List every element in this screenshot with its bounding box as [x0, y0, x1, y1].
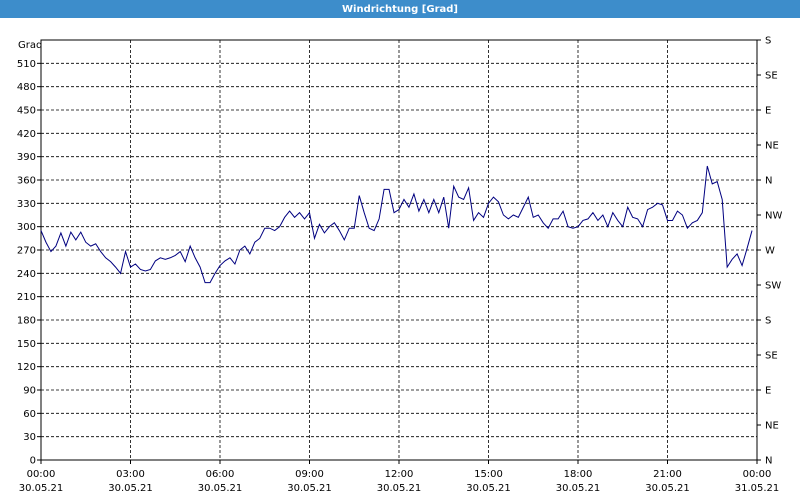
- y2-tick-label: SW: [765, 281, 781, 292]
- title-bar: [0, 0, 800, 18]
- y2-tick-label: SE: [765, 351, 778, 362]
- y-tick-label: 30: [23, 432, 36, 443]
- y2-tick-label: SE: [765, 71, 778, 82]
- y2-tick-label: NE: [765, 421, 779, 432]
- y-tick-label: 120: [17, 362, 36, 373]
- y-tick-label: 60: [23, 409, 36, 420]
- y-tick-label: 390: [17, 152, 36, 163]
- x-tick-label: 00:00 30.05.21: [19, 469, 64, 494]
- y-tick-label: 450: [17, 106, 36, 117]
- y-tick-label: 510: [17, 59, 36, 70]
- y-tick-label: 330: [17, 199, 36, 210]
- y-tick-label: 300: [17, 222, 36, 233]
- y2-tick-label: W: [765, 246, 775, 257]
- y-tick-label: 150: [17, 339, 36, 350]
- y2-tick-label: NW: [765, 211, 782, 222]
- y-tick-label: 420: [17, 129, 36, 140]
- y2-tick-label: N: [765, 456, 772, 467]
- y-tick-label: 90: [23, 386, 36, 397]
- y2-tick-label: NE: [765, 141, 779, 152]
- x-tick-label: 12:00 30.05.21: [377, 469, 422, 494]
- y-tick-label: 480: [17, 82, 36, 93]
- x-tick-label: 09:00 30.05.21: [287, 469, 332, 494]
- y2-tick-label: S: [765, 316, 771, 327]
- y-tick-label: 180: [17, 316, 36, 327]
- x-tick-label: 03:00 30.05.21: [108, 469, 153, 494]
- y2-tick-label: N: [765, 176, 772, 187]
- y-tick-label: 0: [30, 456, 36, 467]
- data-line: [40, 165, 753, 284]
- y2-tick-label: E: [765, 386, 771, 397]
- x-tick-label: 18:00 30.05.21: [556, 469, 601, 494]
- y2-tick-label: S: [765, 36, 771, 47]
- x-tick-label: 00:00 31.05.21: [735, 469, 780, 494]
- plot: 0 30 60 90 120 150 180 210 240 270 300 330 360 390 420…: [17, 36, 783, 495]
- y2-tick-label: E: [765, 106, 771, 117]
- y-tick-label: 270: [17, 246, 36, 257]
- y-axis-label: Grad: [18, 40, 42, 51]
- plot-border: [40, 39, 758, 461]
- y-tick-label: 360: [17, 176, 36, 187]
- chart-title: Windrichtung [Grad]: [342, 4, 458, 15]
- x-tick-label: 15:00 30.05.21: [466, 469, 511, 494]
- x-tick-label: 06:00 30.05.21: [198, 469, 243, 494]
- x-tick-label: 21:00 30.05.21: [645, 469, 690, 494]
- y-tick-label: 210: [17, 292, 36, 303]
- y-tick-label: 240: [17, 269, 36, 280]
